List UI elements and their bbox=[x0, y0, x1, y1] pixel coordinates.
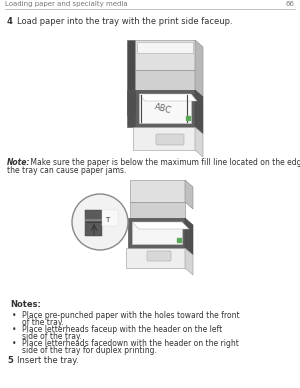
Text: ABC: ABC bbox=[153, 102, 172, 116]
Text: of the tray.: of the tray. bbox=[22, 318, 64, 327]
Polygon shape bbox=[195, 40, 203, 97]
Text: Load paper into the tray with the print side faceup.: Load paper into the tray with the print … bbox=[17, 17, 232, 26]
Polygon shape bbox=[135, 70, 195, 90]
Text: •: • bbox=[12, 339, 16, 348]
Text: Loading paper and specialty media: Loading paper and specialty media bbox=[5, 1, 127, 7]
Text: 5: 5 bbox=[7, 356, 13, 365]
Polygon shape bbox=[139, 94, 197, 101]
Circle shape bbox=[72, 194, 128, 250]
Text: Notes:: Notes: bbox=[10, 300, 41, 309]
Polygon shape bbox=[127, 40, 135, 115]
Polygon shape bbox=[130, 202, 185, 218]
Polygon shape bbox=[133, 127, 195, 150]
Polygon shape bbox=[195, 127, 203, 157]
Text: 66: 66 bbox=[286, 1, 295, 7]
Text: side of the tray.: side of the tray. bbox=[22, 332, 82, 341]
Text: 4: 4 bbox=[7, 17, 13, 26]
Polygon shape bbox=[130, 180, 185, 202]
Text: Insert the tray.: Insert the tray. bbox=[17, 356, 79, 365]
Text: Note:: Note: bbox=[7, 158, 30, 167]
Polygon shape bbox=[85, 210, 102, 236]
Polygon shape bbox=[135, 40, 195, 70]
FancyBboxPatch shape bbox=[147, 251, 171, 261]
Polygon shape bbox=[137, 42, 193, 53]
Polygon shape bbox=[126, 248, 185, 268]
Polygon shape bbox=[102, 210, 118, 226]
Text: Place letterheads faceup with the header on the left: Place letterheads faceup with the header… bbox=[22, 325, 222, 334]
Text: Place pre-punched paper with the holes toward the front: Place pre-punched paper with the holes t… bbox=[22, 311, 240, 320]
Polygon shape bbox=[185, 218, 193, 255]
FancyBboxPatch shape bbox=[156, 134, 184, 145]
Text: Make sure the paper is below the maximum fill line located on the edge of the pa: Make sure the paper is below the maximum… bbox=[28, 158, 300, 167]
Polygon shape bbox=[195, 90, 203, 134]
Polygon shape bbox=[132, 222, 189, 229]
Polygon shape bbox=[185, 180, 193, 209]
Text: •: • bbox=[12, 311, 16, 320]
Text: •: • bbox=[12, 325, 16, 334]
Polygon shape bbox=[128, 218, 185, 248]
Polygon shape bbox=[132, 222, 182, 244]
Polygon shape bbox=[127, 90, 135, 127]
Text: side of the tray for duplex printing.: side of the tray for duplex printing. bbox=[22, 346, 157, 355]
Polygon shape bbox=[185, 248, 193, 275]
Text: the tray can cause paper jams.: the tray can cause paper jams. bbox=[7, 166, 126, 175]
Text: T: T bbox=[105, 217, 109, 223]
Polygon shape bbox=[139, 94, 191, 123]
Polygon shape bbox=[135, 90, 195, 127]
Text: Place letterheads facedown with the header on the right: Place letterheads facedown with the head… bbox=[22, 339, 239, 348]
